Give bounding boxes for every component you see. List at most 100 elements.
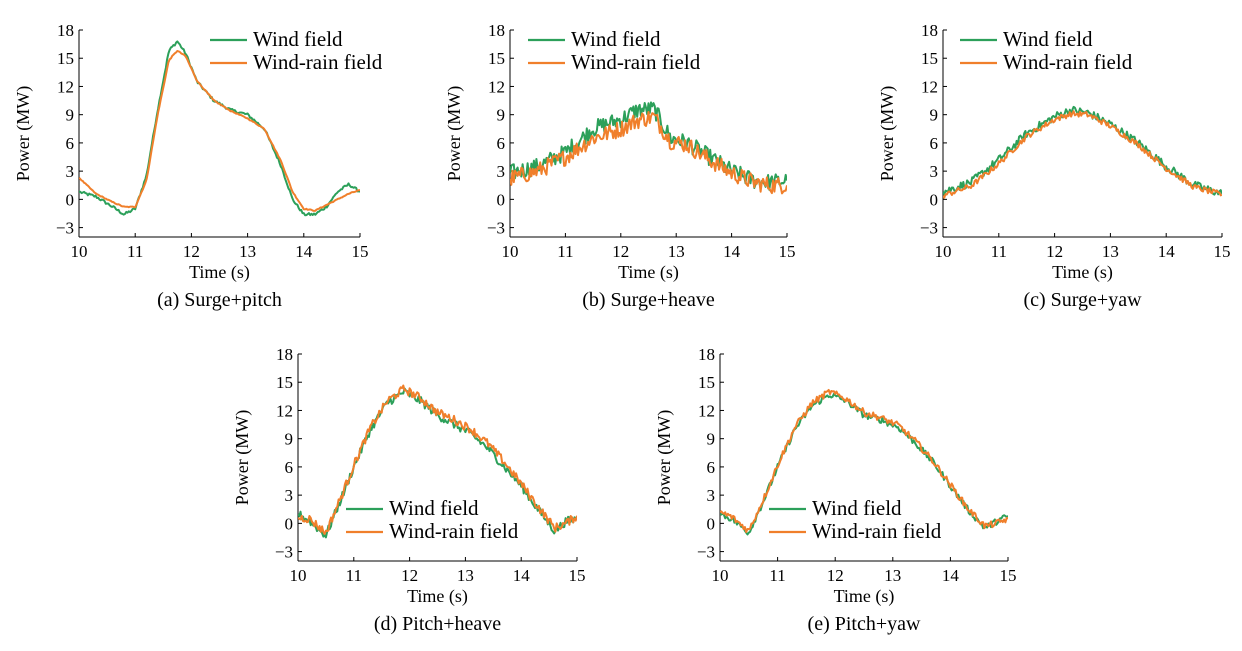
y-tick-label: −3 bbox=[56, 219, 74, 238]
y-tick-label: 15 bbox=[57, 49, 74, 68]
chart-caption: (e) Pitch+yaw bbox=[808, 613, 921, 635]
series-line-wind-field bbox=[943, 105, 1222, 196]
y-tick-label: 6 bbox=[285, 458, 294, 477]
x-tick-label: 10 bbox=[935, 242, 952, 261]
y-tick-label: 3 bbox=[285, 486, 294, 505]
x-tick-label: 13 bbox=[884, 566, 901, 585]
y-tick-label: 3 bbox=[930, 162, 939, 181]
y-tick-label: 12 bbox=[57, 77, 74, 96]
chart-panel-4: −3 0 3 6 9 12 15 18 10 11 12 13 14 15 Time (s) Power (M… bbox=[654, 345, 1017, 635]
y-tick-label: −3 bbox=[920, 219, 938, 238]
x-tick-label: 15 bbox=[352, 242, 369, 261]
series-line-wind-rain-field bbox=[720, 388, 1008, 533]
chart-caption: (b) Surge+heave bbox=[582, 289, 715, 311]
x-tick-label: 12 bbox=[827, 566, 844, 585]
x-tick-label: 11 bbox=[769, 566, 785, 585]
x-axis-label: Time (s) bbox=[1052, 262, 1113, 283]
y-tick-label: 18 bbox=[698, 345, 715, 364]
x-tick-label: 10 bbox=[71, 242, 88, 261]
x-tick-label: 13 bbox=[1102, 242, 1119, 261]
y-tick-label: 0 bbox=[66, 190, 75, 209]
x-tick-label: 11 bbox=[557, 242, 573, 261]
y-tick-label: 18 bbox=[57, 21, 74, 40]
y-axis-label: Power (MW) bbox=[877, 86, 898, 181]
x-tick-label: 14 bbox=[513, 566, 531, 585]
chart-caption: (c) Surge+yaw bbox=[1023, 289, 1142, 311]
y-tick-label: −3 bbox=[697, 543, 715, 562]
y-tick-label: 15 bbox=[921, 49, 938, 68]
y-tick-label: 0 bbox=[707, 514, 716, 533]
legend-label: Wind-rain field bbox=[1003, 50, 1133, 74]
series-line-wind-rain-field bbox=[79, 50, 360, 212]
x-tick-label: 11 bbox=[127, 242, 143, 261]
y-tick-label: 0 bbox=[285, 514, 294, 533]
x-tick-label: 13 bbox=[668, 242, 685, 261]
chart-panel-2: −3 0 3 6 9 12 15 18 10 11 12 13 14 15 Time (s) Power (M… bbox=[877, 21, 1231, 311]
y-tick-label: 18 bbox=[488, 21, 505, 40]
x-tick-label: 15 bbox=[1000, 566, 1017, 585]
y-tick-label: 15 bbox=[698, 373, 715, 392]
legend-label: Wind field bbox=[1003, 27, 1093, 51]
y-axis-label: Power (MW) bbox=[13, 86, 34, 181]
chart-panel-1: −3 0 3 6 9 12 15 18 10 11 12 13 14 15 Time (s) Power (M… bbox=[444, 21, 796, 311]
legend-label: Wind-rain field bbox=[253, 50, 383, 74]
legend-label: Wind field bbox=[389, 496, 479, 520]
chart-caption: (d) Pitch+heave bbox=[374, 613, 501, 635]
series-line-wind-rain-field bbox=[510, 111, 787, 195]
y-tick-label: 15 bbox=[276, 373, 293, 392]
y-tick-label: −3 bbox=[275, 543, 293, 562]
x-tick-label: 10 bbox=[502, 242, 519, 261]
y-tick-label: 6 bbox=[66, 134, 75, 153]
x-tick-label: 15 bbox=[1214, 242, 1231, 261]
x-tick-label: 14 bbox=[942, 566, 960, 585]
y-tick-label: 0 bbox=[930, 190, 939, 209]
legend-label: Wind-rain field bbox=[389, 519, 519, 543]
legend-label: Wind field bbox=[812, 496, 902, 520]
y-tick-label: 12 bbox=[488, 77, 505, 96]
chart-panel-0: −3 0 3 6 9 12 15 18 10 11 12 13 14 15 Time (s) Power (M… bbox=[13, 21, 383, 311]
y-tick-label: −3 bbox=[487, 219, 505, 238]
y-tick-label: 15 bbox=[488, 49, 505, 68]
y-tick-label: 3 bbox=[497, 162, 506, 181]
x-tick-label: 12 bbox=[183, 242, 200, 261]
y-tick-label: 9 bbox=[285, 430, 294, 449]
x-tick-label: 10 bbox=[290, 566, 307, 585]
y-tick-label: 12 bbox=[276, 401, 293, 420]
x-axis-label: Time (s) bbox=[834, 586, 895, 607]
x-tick-label: 15 bbox=[779, 242, 796, 261]
y-tick-label: 9 bbox=[930, 106, 939, 125]
y-tick-label: 12 bbox=[921, 77, 938, 96]
y-tick-label: 18 bbox=[276, 345, 293, 364]
y-axis-label: Power (MW) bbox=[232, 410, 253, 505]
x-axis-label: Time (s) bbox=[407, 586, 468, 607]
x-tick-label: 12 bbox=[1046, 242, 1063, 261]
x-tick-label: 15 bbox=[569, 566, 586, 585]
y-tick-label: 12 bbox=[698, 401, 715, 420]
legend-label: Wind field bbox=[253, 27, 343, 51]
chart-caption: (a) Surge+pitch bbox=[157, 289, 282, 311]
x-tick-label: 11 bbox=[991, 242, 1007, 261]
y-tick-label: 9 bbox=[707, 430, 716, 449]
x-axis-label: Time (s) bbox=[618, 262, 679, 283]
x-axis-label: Time (s) bbox=[189, 262, 250, 283]
x-tick-label: 12 bbox=[612, 242, 629, 261]
y-tick-label: 3 bbox=[707, 486, 716, 505]
legend-label: Wind-rain field bbox=[812, 519, 942, 543]
y-tick-label: 6 bbox=[497, 134, 506, 153]
x-tick-label: 14 bbox=[1158, 242, 1176, 261]
x-tick-label: 14 bbox=[295, 242, 313, 261]
x-tick-label: 14 bbox=[723, 242, 741, 261]
y-tick-label: 9 bbox=[497, 106, 506, 125]
series-line-wind-rain-field bbox=[298, 384, 577, 535]
x-tick-label: 13 bbox=[457, 566, 474, 585]
y-axis-label: Power (MW) bbox=[444, 86, 465, 181]
x-tick-label: 13 bbox=[239, 242, 256, 261]
y-tick-label: 6 bbox=[930, 134, 939, 153]
y-tick-label: 9 bbox=[66, 106, 75, 125]
y-axis-label: Power (MW) bbox=[654, 410, 675, 505]
x-tick-label: 12 bbox=[401, 566, 418, 585]
x-tick-label: 11 bbox=[346, 566, 362, 585]
y-tick-label: 0 bbox=[497, 190, 506, 209]
series-line-wind-rain-field bbox=[943, 110, 1222, 199]
